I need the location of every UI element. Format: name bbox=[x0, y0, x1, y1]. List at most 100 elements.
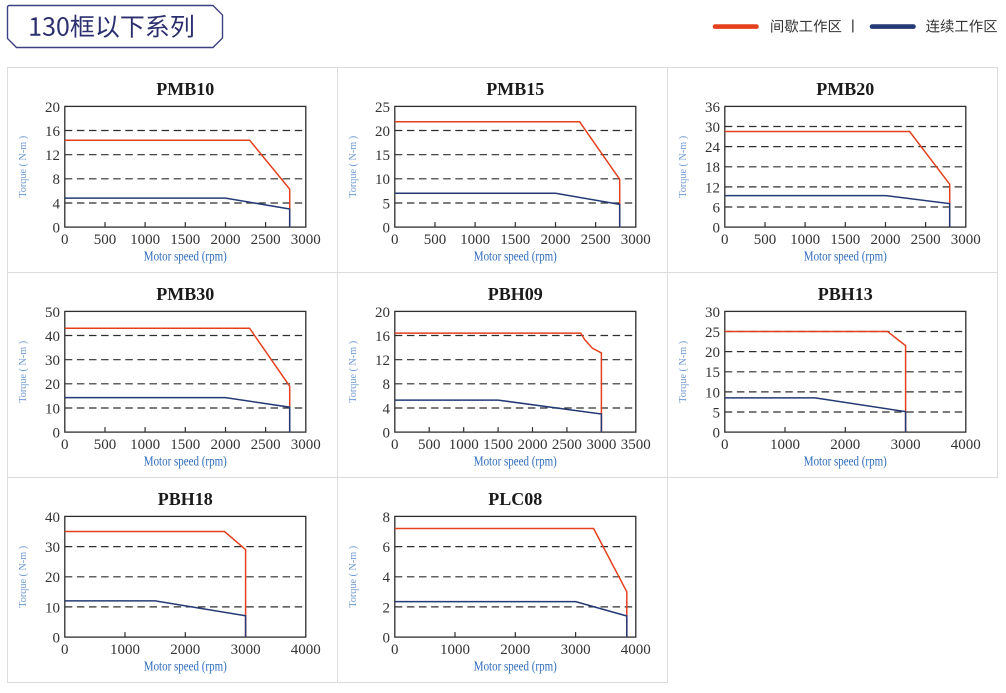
svg-text:1000: 1000 bbox=[440, 642, 470, 658]
svg-text:Motor speed (rpm): Motor speed (rpm) bbox=[474, 249, 557, 264]
svg-text:0: 0 bbox=[713, 426, 721, 442]
svg-text:1500: 1500 bbox=[483, 437, 513, 453]
svg-text:6: 6 bbox=[383, 540, 391, 556]
svg-text:20: 20 bbox=[45, 100, 60, 116]
svg-text:16: 16 bbox=[375, 329, 391, 345]
svg-text:8: 8 bbox=[383, 377, 391, 393]
svg-text:2000: 2000 bbox=[211, 232, 241, 248]
svg-text:0: 0 bbox=[53, 221, 61, 237]
svg-text:3000: 3000 bbox=[621, 232, 651, 248]
svg-text:Motor speed (rpm): Motor speed (rpm) bbox=[474, 659, 557, 674]
svg-text:2000: 2000 bbox=[871, 232, 901, 248]
svg-text:25: 25 bbox=[375, 100, 390, 116]
svg-text:Torque ( N-m ): Torque ( N-m ) bbox=[677, 341, 689, 403]
svg-text:PBH18: PBH18 bbox=[158, 489, 213, 509]
svg-text:0: 0 bbox=[391, 642, 399, 658]
svg-text:3000: 3000 bbox=[291, 232, 321, 248]
svg-text:2500: 2500 bbox=[251, 437, 281, 453]
svg-text:500: 500 bbox=[418, 437, 441, 453]
svg-text:30: 30 bbox=[45, 353, 60, 369]
svg-text:0: 0 bbox=[53, 631, 61, 647]
svg-text:15: 15 bbox=[375, 148, 390, 164]
svg-text:0: 0 bbox=[391, 232, 399, 248]
svg-text:1500: 1500 bbox=[500, 232, 530, 248]
svg-text:0: 0 bbox=[383, 631, 391, 647]
svg-text:25: 25 bbox=[705, 325, 720, 341]
svg-text:36: 36 bbox=[705, 100, 721, 116]
svg-text:20: 20 bbox=[45, 377, 60, 393]
svg-text:1000: 1000 bbox=[460, 232, 490, 248]
svg-text:2500: 2500 bbox=[552, 437, 582, 453]
svg-text:4: 4 bbox=[383, 401, 391, 417]
svg-text:1500: 1500 bbox=[830, 232, 860, 248]
svg-text:3000: 3000 bbox=[291, 437, 321, 453]
svg-text:2000: 2000 bbox=[211, 437, 241, 453]
svg-text:PMB10: PMB10 bbox=[156, 79, 214, 99]
svg-text:500: 500 bbox=[94, 437, 117, 453]
svg-text:PBH09: PBH09 bbox=[488, 284, 543, 304]
svg-text:Motor speed (rpm): Motor speed (rpm) bbox=[804, 454, 887, 469]
svg-text:1000: 1000 bbox=[449, 437, 479, 453]
svg-text:3500: 3500 bbox=[621, 437, 651, 453]
svg-text:6: 6 bbox=[713, 200, 721, 216]
svg-text:500: 500 bbox=[424, 232, 447, 248]
svg-text:2000: 2000 bbox=[541, 232, 571, 248]
svg-text:1000: 1000 bbox=[130, 232, 160, 248]
svg-text:PMB15: PMB15 bbox=[486, 79, 544, 99]
svg-text:40: 40 bbox=[45, 329, 60, 345]
svg-text:3000: 3000 bbox=[561, 642, 591, 658]
svg-text:8: 8 bbox=[383, 510, 391, 526]
svg-text:Torque ( N-m ): Torque ( N-m ) bbox=[347, 546, 359, 608]
svg-text:Motor speed (rpm): Motor speed (rpm) bbox=[804, 249, 887, 264]
svg-text:10: 10 bbox=[45, 401, 60, 417]
svg-text:3000: 3000 bbox=[951, 232, 981, 248]
svg-text:1000: 1000 bbox=[130, 437, 160, 453]
svg-text:PLC08: PLC08 bbox=[488, 489, 542, 509]
svg-text:12: 12 bbox=[375, 353, 390, 369]
svg-text:12: 12 bbox=[45, 148, 60, 164]
svg-text:4000: 4000 bbox=[621, 642, 651, 658]
svg-text:4000: 4000 bbox=[951, 437, 981, 453]
svg-text:PMB20: PMB20 bbox=[816, 79, 874, 99]
svg-text:Torque ( N-m ): Torque ( N-m ) bbox=[17, 546, 29, 608]
svg-text:2000: 2000 bbox=[830, 437, 860, 453]
svg-text:20: 20 bbox=[705, 345, 720, 361]
svg-text:50: 50 bbox=[45, 305, 60, 321]
svg-text:Torque ( N-m ): Torque ( N-m ) bbox=[347, 341, 359, 403]
svg-text:2: 2 bbox=[383, 600, 391, 616]
svg-text:2500: 2500 bbox=[251, 232, 281, 248]
svg-text:Motor speed (rpm): Motor speed (rpm) bbox=[144, 249, 227, 264]
svg-text:3000: 3000 bbox=[231, 642, 261, 658]
svg-text:Torque ( N-m ): Torque ( N-m ) bbox=[17, 341, 29, 403]
svg-text:2500: 2500 bbox=[911, 232, 941, 248]
svg-text:10: 10 bbox=[705, 385, 720, 401]
svg-text:5: 5 bbox=[383, 196, 391, 212]
svg-text:1000: 1000 bbox=[790, 232, 820, 248]
svg-text:2500: 2500 bbox=[581, 232, 611, 248]
svg-text:0: 0 bbox=[61, 437, 69, 453]
svg-text:4000: 4000 bbox=[291, 642, 321, 658]
svg-text:PBH13: PBH13 bbox=[818, 284, 873, 304]
svg-text:4: 4 bbox=[53, 196, 61, 212]
svg-text:10: 10 bbox=[375, 172, 390, 188]
svg-text:1000: 1000 bbox=[110, 642, 140, 658]
svg-text:24: 24 bbox=[705, 140, 721, 156]
svg-text:1500: 1500 bbox=[170, 437, 200, 453]
svg-text:2000: 2000 bbox=[518, 437, 548, 453]
svg-text:0: 0 bbox=[713, 221, 721, 237]
svg-text:Motor speed (rpm): Motor speed (rpm) bbox=[144, 659, 227, 674]
svg-text:20: 20 bbox=[375, 124, 390, 140]
svg-text:0: 0 bbox=[61, 232, 69, 248]
svg-text:0: 0 bbox=[61, 642, 69, 658]
svg-text:16: 16 bbox=[45, 124, 61, 140]
svg-text:20: 20 bbox=[375, 305, 390, 321]
svg-text:15: 15 bbox=[705, 365, 720, 381]
svg-text:30: 30 bbox=[705, 120, 720, 136]
svg-text:PMB30: PMB30 bbox=[156, 284, 214, 304]
svg-text:0: 0 bbox=[383, 426, 391, 442]
svg-text:Torque ( N-m ): Torque ( N-m ) bbox=[677, 136, 689, 198]
svg-text:2000: 2000 bbox=[500, 642, 530, 658]
svg-text:18: 18 bbox=[705, 160, 720, 176]
svg-text:1000: 1000 bbox=[770, 437, 800, 453]
svg-text:5: 5 bbox=[713, 405, 721, 421]
